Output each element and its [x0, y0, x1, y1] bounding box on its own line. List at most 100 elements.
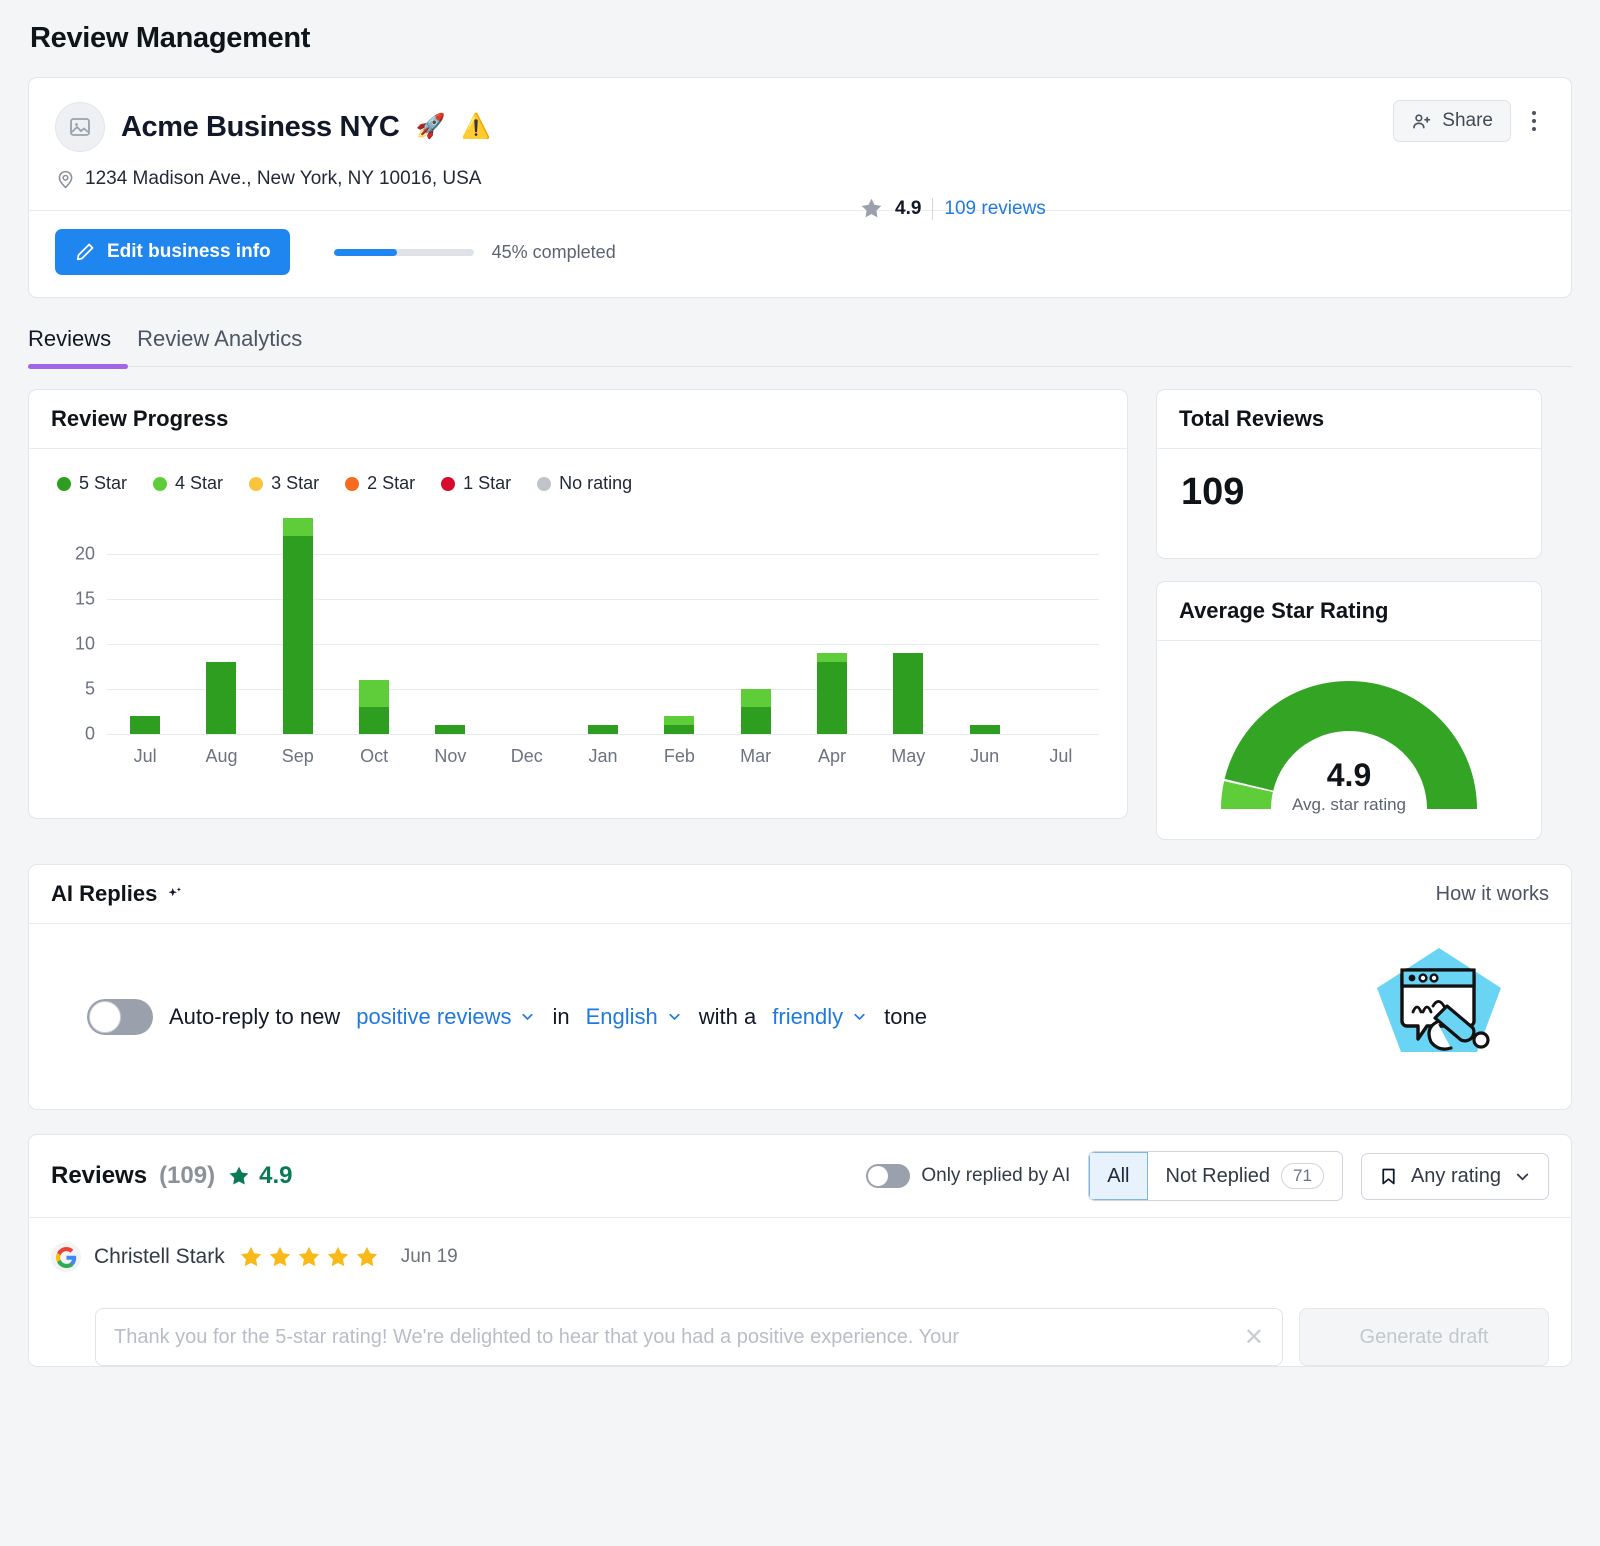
ai-illustration-svg [1377, 948, 1501, 1052]
chart-bar-segment [664, 716, 695, 725]
analytics-row: Review Progress 5 Star 4 Star 3 Star 2 Star… [28, 389, 1572, 840]
reviews-list-header: Reviews (109) 4.9 Only replied by AI [29, 1135, 1571, 1217]
business-title-row: Acme Business NYC 🚀 ⚠️ [55, 102, 1545, 152]
only-replied-by-ai-label: Only replied by AI [921, 1165, 1071, 1186]
chart-bar-column[interactable] [946, 518, 1022, 734]
review-author-name: Christell Stark [94, 1245, 225, 1268]
business-top: Acme Business NYC 🚀 ⚠️ 1234 Madison Ave.… [29, 78, 1571, 210]
tabs-bar: Reviews Review Analytics [28, 326, 1572, 369]
filter-not-replied-button[interactable]: Not Replied 71 [1147, 1152, 1342, 1200]
share-button[interactable]: Share [1393, 100, 1511, 142]
ai-replies-title: AI Replies [51, 881, 158, 906]
chart-bar-column[interactable] [641, 518, 717, 734]
tone-value: friendly [772, 1003, 844, 1029]
reply-draft-input[interactable]: Thank you for the 5-star rating! We're d… [95, 1308, 1283, 1366]
legend-item[interactable]: 5 Star [57, 473, 127, 494]
chart-area: 0 5 10 15 20 Jul Aug Sep Oct Nov Dec Jan Feb Mar Apr M… [47, 518, 1109, 818]
divider [1157, 640, 1541, 641]
legend-color-dot [249, 476, 264, 491]
business-avatar [55, 102, 105, 152]
chart-bar-column[interactable] [718, 518, 794, 734]
chart-bar-column[interactable] [1023, 518, 1099, 734]
how-it-works-link[interactable]: How it works [1435, 882, 1549, 905]
ai-text-with: with a [698, 1003, 757, 1029]
reviews-count-link[interactable]: 109 reviews [944, 197, 1046, 219]
gauge-value: 4.9 [1326, 757, 1372, 794]
reply-draft-placeholder: Thank you for the 5-star rating! We're d… [114, 1325, 960, 1348]
legend-item[interactable]: 4 Star [153, 473, 223, 494]
generate-draft-button[interactable]: Generate draft [1299, 1308, 1549, 1366]
chart-bar-column[interactable] [794, 518, 870, 734]
ai-replies-header: AI Replies How it works [29, 865, 1571, 923]
chart-bar-segment [664, 725, 695, 734]
chart-bar-stack [206, 662, 237, 734]
legend-item[interactable]: No rating [537, 473, 632, 494]
tab-reviews[interactable]: Reviews [28, 326, 112, 351]
chart-x-tick-label: Oct [360, 746, 389, 766]
ai-replies-card: AI Replies How it works Auto-reply to ne… [28, 864, 1572, 1110]
tab-review-analytics[interactable]: Review Analytics [137, 326, 303, 351]
reviews-list-card: Reviews (109) 4.9 Only replied by AI [28, 1134, 1572, 1367]
business-rating-value: 4.9 [895, 197, 922, 219]
warning-icon: ⚠️ [461, 113, 492, 140]
review-type-value: positive reviews [356, 1003, 512, 1029]
legend-item[interactable]: 3 Star [249, 473, 319, 494]
chart-bar-segment [969, 725, 1000, 734]
tone-dropdown[interactable]: friendly [772, 1004, 868, 1030]
chart-bar-column[interactable] [565, 518, 641, 734]
average-rating-gauge-wrap: 4.9 Avg. star rating [1157, 641, 1541, 839]
chart-x-tick-label: Jul [133, 746, 157, 766]
total-reviews-value: 109 [1181, 471, 1245, 513]
ai-text-in: in [552, 1003, 570, 1029]
chart-bar-column[interactable] [336, 518, 412, 734]
close-icon[interactable]: ✕ [1243, 1323, 1264, 1351]
chart-bar-column[interactable] [870, 518, 946, 734]
chart-bar-column[interactable] [107, 518, 183, 734]
chart-y-axis: 0 5 10 15 20 [47, 518, 95, 744]
legend-item[interactable]: 1 Star [441, 473, 511, 494]
divider [29, 923, 1571, 924]
chart-bar-stack [282, 518, 313, 734]
chevron-down-icon [669, 1013, 680, 1021]
edit-business-info-button[interactable]: Edit business info [55, 229, 290, 275]
chart-x-axis: Jul Aug Sep Oct Nov Dec Jan Feb Mar Apr May Jun Jul [107, 746, 1099, 767]
analytics-side-column: Total Reviews 109 Average Star Rating 4.… [1156, 389, 1542, 840]
chart-x-tick-label: Nov [434, 746, 467, 766]
chart-bar-column[interactable] [260, 518, 336, 734]
chart-y-tick-label: 15 [74, 588, 95, 609]
ai-text-before: Auto-reply to new [169, 1003, 341, 1029]
review-type-dropdown[interactable]: positive reviews [356, 1004, 536, 1030]
more-options-button[interactable] [1519, 102, 1549, 140]
filter-all-button[interactable]: All [1089, 1152, 1148, 1200]
legend-color-dot [345, 476, 360, 491]
business-rating-block: 4.9 109 reviews [859, 196, 1046, 221]
total-reviews-title: Total Reviews [1179, 406, 1325, 431]
chart-bar-column[interactable] [489, 518, 565, 734]
chart-y-tick-label: 20 [74, 543, 95, 564]
rating-filter-dropdown[interactable]: Any rating [1360, 1152, 1549, 1200]
chevron-down-icon [1516, 1173, 1529, 1181]
average-rating-title: Average Star Rating [1179, 598, 1389, 623]
review-item: Christell Stark Jun 19 Thank you for the… [29, 1218, 1571, 1366]
edit-business-info-label: Edit business info [107, 241, 271, 262]
legend-item[interactable]: 2 Star [345, 473, 415, 494]
chart-bar-column[interactable] [183, 518, 259, 734]
reviews-list-controls: Only replied by AI All Not Replied 71 An… [866, 1151, 1549, 1201]
chart-grid-line [107, 689, 1099, 690]
chart-grid-line [107, 734, 1099, 735]
business-header-actions: Share [1393, 100, 1549, 142]
average-rating-gauge: 4.9 Avg. star rating [1210, 667, 1488, 817]
chart-x-tick-label: Jun [970, 746, 1000, 766]
chevron-down-icon [854, 1013, 865, 1021]
review-progress-title: Review Progress [51, 406, 229, 431]
chart-bar-column[interactable] [412, 518, 488, 734]
divider [1157, 448, 1541, 449]
star-icon [356, 1246, 377, 1267]
chart-x-tick-label: Sep [281, 746, 314, 766]
chart-x-tick-label: Jan [588, 746, 618, 766]
only-replied-by-ai-toggle[interactable] [866, 1164, 911, 1188]
chart-x-tick-label: Dec [510, 746, 543, 766]
language-dropdown[interactable]: English [586, 1004, 683, 1030]
ai-autoreply-toggle[interactable] [87, 998, 153, 1035]
star-icon [298, 1246, 319, 1267]
